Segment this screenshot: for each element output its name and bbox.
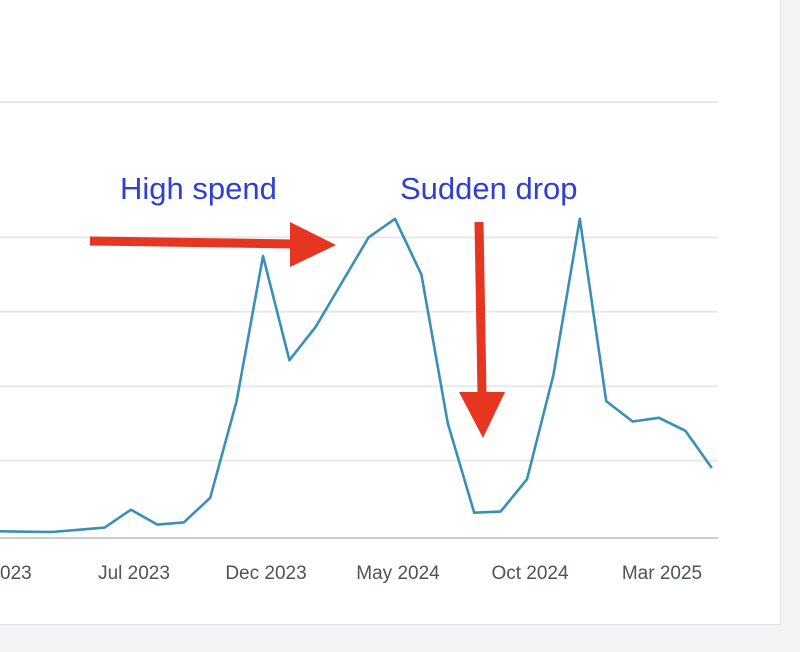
series-line — [0, 217, 713, 534]
arrow-high-spend-shaft — [89, 236, 295, 249]
chart-card: 023 Jul 2023 Dec 2023 May 2024 Oct 2024 Mar 2… — [0, 0, 781, 625]
x-tick-label: Mar 2025 — [622, 563, 702, 584]
x-tick-label: Jul 2023 — [98, 563, 170, 584]
x-tick-label: Dec 2023 — [225, 563, 306, 584]
x-tick-label: Oct 2024 — [491, 563, 569, 584]
annotation-high-spend: High spend — [120, 171, 277, 206]
annotation-sudden-drop: Sudden drop — [400, 171, 578, 206]
x-tick-label: May 2024 — [356, 563, 440, 584]
arrow-high-spend-head — [290, 222, 336, 267]
arrow-sudden-drop-head — [459, 392, 505, 438]
x-tick-label: 023 — [0, 563, 32, 584]
arrow-sudden-drop-shaft — [474, 221, 487, 395]
